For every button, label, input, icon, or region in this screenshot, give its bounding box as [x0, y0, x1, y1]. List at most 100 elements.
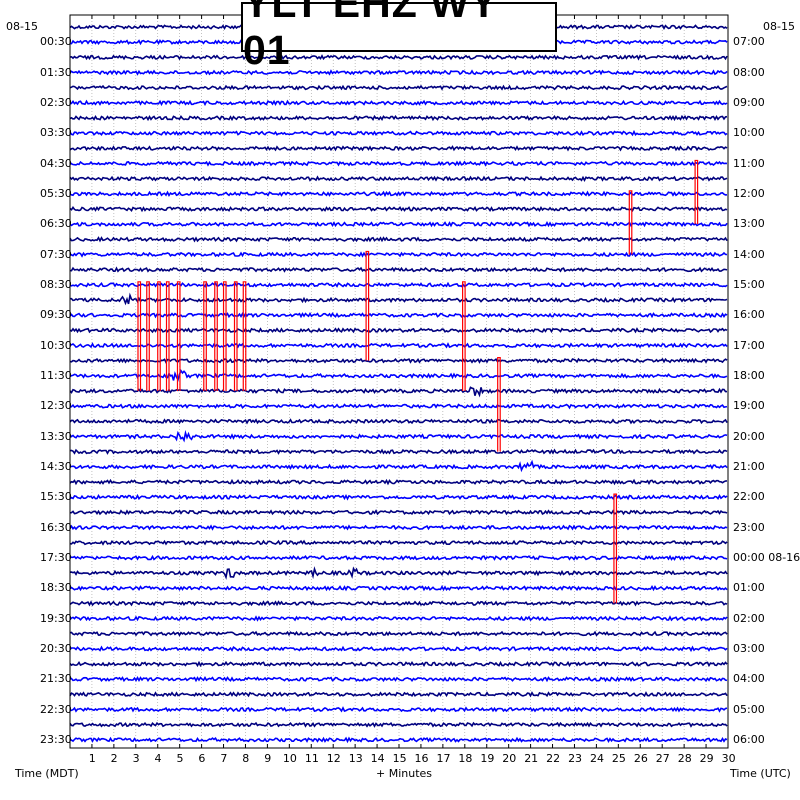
left-time-label: 05:30	[40, 186, 72, 200]
right-date-label: 08-15	[763, 20, 795, 33]
trace-38	[69, 600, 728, 607]
trace-11	[69, 190, 728, 198]
left-time-label: 18:30	[40, 581, 72, 595]
trace-29	[69, 459, 728, 473]
right-time-label: 08:00	[733, 65, 765, 79]
left-axis-title: Time (MDT)	[15, 767, 79, 780]
x-tick-label: 13	[348, 752, 363, 765]
x-tick-label: 28	[677, 752, 692, 765]
left-time-label: 02:30	[40, 95, 72, 109]
left-date-label: 08-15	[6, 20, 38, 33]
x-tick-label: 16	[414, 752, 429, 765]
x-tick-label: 17	[436, 752, 451, 765]
left-time-label: 09:30	[40, 308, 72, 322]
right-time-label: 12:00	[733, 186, 765, 200]
event-marker-7	[222, 281, 227, 391]
left-time-label: 12:30	[40, 399, 72, 413]
left-time-label: 07:30	[40, 247, 72, 261]
trace-28	[69, 448, 728, 455]
x-tick-label: 27	[655, 752, 670, 765]
left-time-label: 11:30	[40, 368, 72, 382]
x-tick-label: 18	[458, 752, 473, 765]
left-time-label: 19:30	[40, 611, 72, 625]
trace-25	[69, 403, 728, 410]
trace-10	[69, 175, 728, 183]
event-markers	[137, 159, 699, 604]
right-time-label: 10:00	[733, 126, 765, 140]
x-tick-label: 30	[721, 752, 736, 765]
event-marker-3	[165, 281, 170, 391]
trace-2	[69, 54, 728, 61]
trace-34	[69, 539, 728, 546]
event-marker-6	[214, 281, 218, 391]
right-time-label: 05:00	[733, 702, 765, 716]
trace-14	[69, 236, 728, 243]
x-tick-label: 15	[392, 752, 407, 765]
trace-26	[69, 418, 728, 425]
trace-40	[69, 630, 728, 637]
right-time-label: 21:00	[733, 459, 765, 473]
chart-title: YLT EHZ WY 01	[241, 0, 557, 73]
trace-9	[69, 160, 728, 167]
right-time-label: 23:00	[733, 520, 765, 534]
trace-37	[69, 584, 728, 592]
event-marker-9	[242, 281, 247, 391]
right-axis-title: Time (UTC)	[730, 767, 791, 780]
event-marker-11	[462, 281, 466, 391]
x-tick-label: 9	[264, 752, 272, 765]
x-tick-label: 21	[524, 752, 539, 765]
event-marker-4	[176, 281, 181, 391]
right-time-label: 16:00	[733, 308, 765, 322]
left-time-label: 00:30	[40, 35, 72, 49]
right-time-label: 22:00	[733, 490, 765, 504]
event-marker-15	[613, 493, 618, 604]
trace-46	[69, 721, 728, 728]
trace-45	[69, 706, 728, 713]
trace-30	[69, 478, 728, 486]
left-time-label: 10:30	[40, 338, 72, 352]
trace-47	[69, 736, 728, 744]
right-time-label: 15:00	[733, 277, 765, 291]
right-time-label: 14:00	[733, 247, 765, 261]
left-time-label: 14:30	[40, 459, 72, 473]
x-tick-label: 19	[480, 752, 495, 765]
trace-41	[69, 645, 728, 653]
event-marker-1	[146, 281, 150, 391]
left-time-label: 03:30	[40, 126, 72, 140]
trace-4	[69, 84, 728, 91]
x-tick-label: 5	[176, 752, 184, 765]
trace-39	[69, 615, 728, 622]
trace-16	[69, 266, 728, 273]
x-tick-label: 23	[568, 752, 583, 765]
trace-44	[69, 691, 728, 698]
left-time-label: 06:30	[40, 217, 72, 231]
x-tick-label: 3	[132, 752, 140, 765]
right-time-label: 18:00	[733, 368, 765, 382]
trace-42	[69, 660, 728, 668]
trace-35	[69, 554, 728, 561]
x-tick-label: 2	[110, 752, 118, 765]
event-marker-5	[203, 281, 207, 391]
left-time-label: 04:30	[40, 156, 72, 170]
trace-8	[69, 145, 728, 152]
trace-6	[69, 114, 728, 122]
right-time-label: 04:00	[733, 672, 765, 686]
left-time-label: 13:30	[40, 429, 72, 443]
seismic-traces	[69, 24, 728, 744]
x-tick-label: 1	[88, 752, 96, 765]
event-marker-0	[137, 281, 142, 391]
right-time-label: 03:00	[733, 641, 765, 655]
trace-36	[69, 566, 728, 580]
trace-27	[69, 429, 728, 443]
event-marker-2	[157, 281, 161, 391]
right-time-label: 01:00	[733, 581, 765, 595]
left-time-label: 23:30	[40, 732, 72, 746]
right-time-label: 07:00	[733, 35, 765, 49]
x-tick-label: 22	[546, 752, 561, 765]
left-time-label: 20:30	[40, 641, 72, 655]
right-time-label: 17:00	[733, 338, 765, 352]
event-marker-12	[497, 357, 501, 452]
x-tick-label: 29	[699, 752, 714, 765]
event-marker-13	[628, 190, 633, 255]
